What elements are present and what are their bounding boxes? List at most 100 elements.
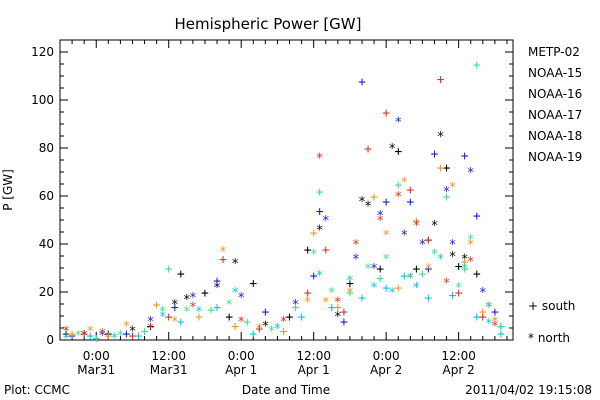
data-point: * xyxy=(358,195,366,210)
data-point: + xyxy=(286,310,294,325)
data-point: * xyxy=(219,245,227,260)
data-point: + xyxy=(92,332,100,347)
data-point: + xyxy=(104,329,112,344)
data-point: * xyxy=(62,332,70,347)
data-point: * xyxy=(98,329,106,344)
data-point: + xyxy=(406,195,414,210)
data-point: + xyxy=(304,286,312,301)
data-point: * xyxy=(171,315,179,330)
data-point: * xyxy=(346,286,354,301)
data-point: * xyxy=(183,293,191,308)
data-point: + xyxy=(225,310,233,325)
data-point: * xyxy=(255,322,263,337)
data-point: + xyxy=(376,272,384,287)
data-point: + xyxy=(195,310,203,325)
data-point: * xyxy=(316,269,324,284)
data-point: * xyxy=(80,329,88,344)
data-point: * xyxy=(237,315,245,330)
data-point: + xyxy=(443,190,451,205)
data-point: + xyxy=(243,315,251,330)
y-tick-label: 80 xyxy=(39,141,54,155)
data-point: + xyxy=(443,161,451,176)
data-point: + xyxy=(425,233,433,248)
data-point: * xyxy=(485,317,493,332)
data-point: * xyxy=(431,219,439,234)
data-point: * xyxy=(147,315,155,330)
data-point: * xyxy=(431,248,439,263)
data-point: * xyxy=(129,324,137,339)
data-point: + xyxy=(261,305,269,320)
data-point: + xyxy=(418,267,426,282)
x-tick-label-time: 12:00 xyxy=(151,349,186,363)
data-point: + xyxy=(171,300,179,315)
data-point: + xyxy=(249,276,257,291)
y-axis-ticks: 0 20 40 60 80 100 120 xyxy=(31,39,513,347)
data-point: * xyxy=(449,238,457,253)
data-point: * xyxy=(346,274,354,289)
data-point: * xyxy=(443,185,451,200)
y-tick-label: 20 xyxy=(39,285,54,299)
x-tick-label-time: 0:00 xyxy=(373,349,400,363)
data-point: + xyxy=(104,327,112,342)
data-point: + xyxy=(358,75,366,90)
data-point: + xyxy=(473,209,481,224)
data-point: + xyxy=(473,58,481,73)
data-point: * xyxy=(461,262,469,277)
data-point: + xyxy=(207,303,215,318)
data-point: * xyxy=(171,298,179,313)
data-point: + xyxy=(455,260,463,275)
data-point: * xyxy=(328,286,336,301)
data-point: + xyxy=(62,327,70,342)
data-point: + xyxy=(340,305,348,320)
data-point: * xyxy=(376,209,384,224)
data-point: * xyxy=(189,300,197,315)
data-point: * xyxy=(237,291,245,306)
x-tick-label-time: 0:00 xyxy=(228,349,255,363)
data-point: + xyxy=(201,286,209,301)
data-point: * xyxy=(280,315,288,330)
data-point: + xyxy=(437,161,445,176)
data-point: * xyxy=(352,252,360,267)
data-point: * xyxy=(400,228,408,243)
data-point: + xyxy=(394,281,402,296)
data-point: + xyxy=(213,274,221,289)
data-point: + xyxy=(425,262,433,277)
data-point: * xyxy=(267,324,275,339)
data-point: * xyxy=(110,332,118,347)
data-point: + xyxy=(80,327,88,342)
data-point: * xyxy=(98,327,106,342)
data-point: + xyxy=(177,267,185,282)
data-point: * xyxy=(310,248,318,263)
data-point: + xyxy=(479,310,487,325)
legend-entry: METP-02 xyxy=(528,45,580,59)
data-point: * xyxy=(479,286,487,301)
data-point: + xyxy=(328,300,336,315)
plot-frame xyxy=(59,39,514,341)
y-tick-label: 100 xyxy=(31,93,54,107)
data-point: + xyxy=(249,327,257,342)
data-point: + xyxy=(382,195,390,210)
data-point: * xyxy=(467,233,475,248)
data-point: + xyxy=(165,262,173,277)
data-point: + xyxy=(213,300,221,315)
data-point: * xyxy=(449,180,457,195)
data-point: + xyxy=(177,315,185,330)
data-point: * xyxy=(382,252,390,267)
data-point: * xyxy=(123,320,131,335)
data-point: + xyxy=(304,243,312,258)
data-point: + xyxy=(346,276,354,291)
data-point: * xyxy=(437,130,445,145)
data-point: + xyxy=(135,329,143,344)
data-point: * xyxy=(370,262,378,277)
data-point: * xyxy=(382,228,390,243)
data-point: * xyxy=(159,310,167,325)
data-point: + xyxy=(400,269,408,284)
data-point: * xyxy=(400,176,408,191)
data-point: + xyxy=(425,233,433,248)
data-point: * xyxy=(183,305,191,320)
data-point: * xyxy=(437,252,445,267)
data-point: + xyxy=(147,320,155,335)
data-point: + xyxy=(346,286,354,301)
data-point: + xyxy=(129,329,137,344)
